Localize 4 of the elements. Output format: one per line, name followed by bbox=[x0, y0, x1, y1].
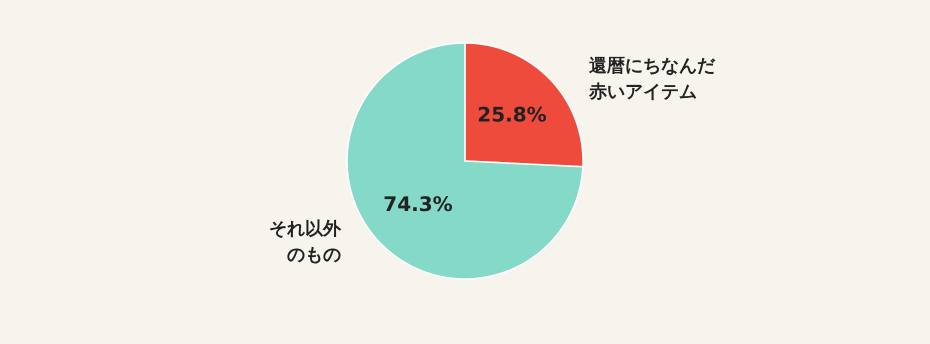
slice-label: 還暦にちなんだ赤いアイテム bbox=[588, 56, 716, 103]
slice-label: それ以外のもの bbox=[269, 218, 342, 266]
data-label: 74.3% bbox=[383, 192, 453, 216]
data-label: 25.8% bbox=[477, 102, 547, 127]
